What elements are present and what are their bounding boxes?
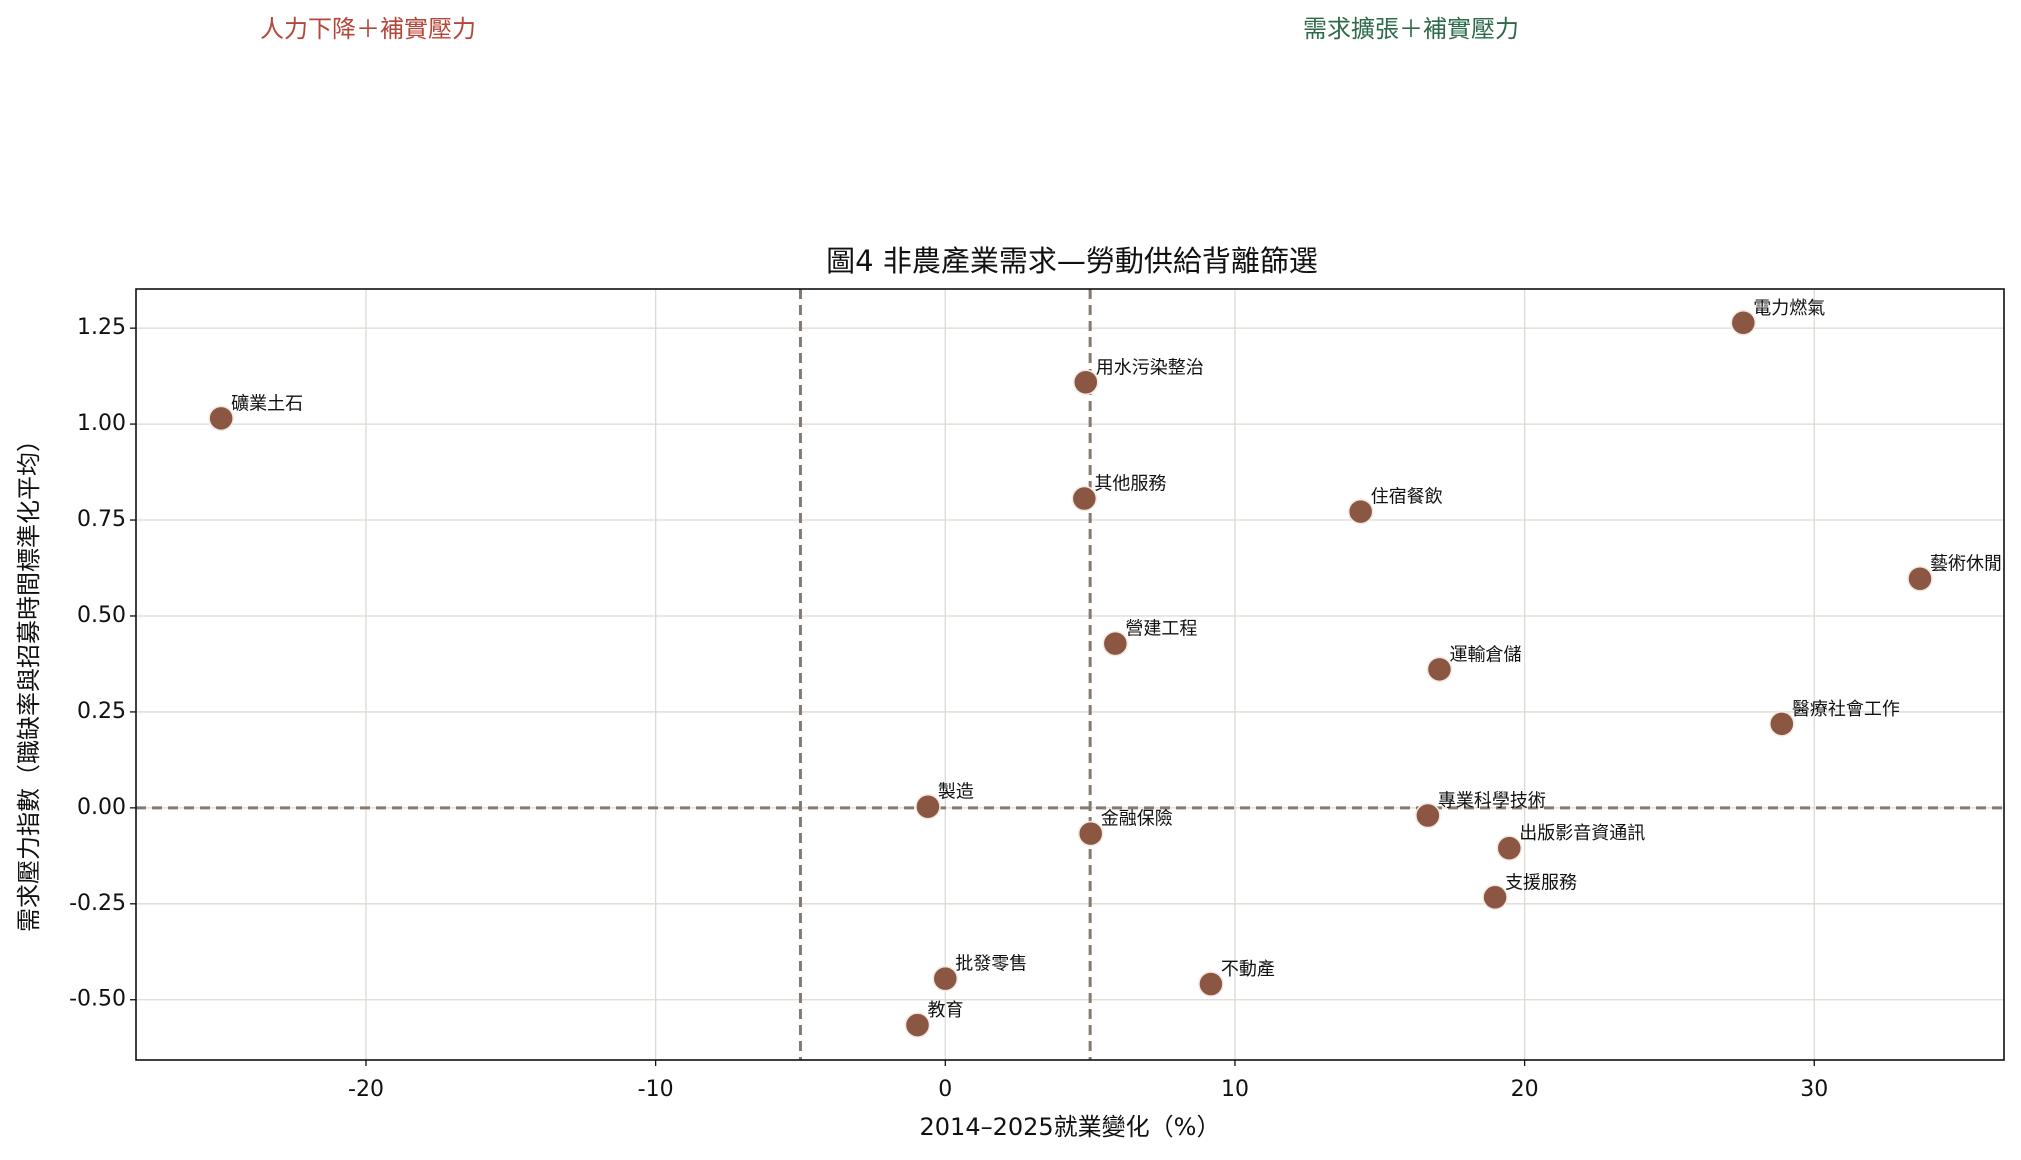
y-tick-label: 1.00: [77, 411, 126, 436]
point: [1077, 820, 1104, 847]
y-tick-label: 0.25: [77, 699, 126, 724]
point-label: 營建工程: [1125, 619, 1197, 640]
x-tick-label: 30: [1800, 1077, 1828, 1102]
point: [1482, 884, 1508, 911]
point: [1073, 369, 1099, 396]
point-label: 專業科學技術: [1438, 791, 1546, 812]
point: [904, 1012, 931, 1038]
point-label: 用水污染整治: [1096, 357, 1204, 378]
point: [1730, 310, 1757, 336]
point-label: 支援服務: [1505, 872, 1577, 893]
point-label: 醫療社會工作: [1792, 699, 1900, 720]
chart-title: 圖4 非農產業需求—勞動供給背離篩選: [826, 244, 1318, 278]
point-label: 電力燃氣: [1753, 298, 1825, 319]
point: [1907, 565, 1933, 592]
point: [932, 965, 959, 992]
point-label: 出版影音資通訊: [1519, 823, 1645, 844]
y-tick-label: -0.50: [69, 987, 126, 1012]
quadrant-annotation: 人力下降＋補實壓力: [260, 15, 476, 43]
point-label: 運輸倉儲: [1449, 644, 1521, 665]
y-tick-label: 0.00: [77, 795, 126, 820]
x-axis-label: 2014–2025就業變化（%）: [920, 1113, 1221, 1141]
point-label: 金融保險: [1101, 809, 1173, 830]
point: [1426, 656, 1453, 683]
x-tick-label: 10: [1221, 1077, 1249, 1102]
point: [915, 793, 941, 820]
y-tick-label: -0.25: [69, 891, 126, 916]
point-label: 礦業土石: [231, 393, 303, 414]
point-label: 製造: [938, 782, 974, 803]
point-label: 藝術休閒: [1930, 554, 2002, 575]
plot-frame: [135, 288, 2005, 1061]
x-tick-label: -10: [638, 1077, 674, 1102]
point-label: 教育: [927, 1000, 963, 1021]
point: [208, 405, 234, 432]
point: [1071, 485, 1098, 512]
y-tick-label: 0.75: [77, 507, 126, 532]
y-tick-label: 1.25: [77, 315, 126, 340]
point-label: 其他服務: [1094, 474, 1166, 495]
x-tick-label: 20: [1511, 1077, 1539, 1102]
point: [1102, 630, 1129, 657]
point: [1496, 835, 1523, 861]
point: [1198, 971, 1224, 997]
x-tick-label: 0: [938, 1077, 952, 1102]
y-tick-label: 0.50: [77, 603, 126, 628]
quadrant-annotation: 需求擴張＋補實壓力: [1303, 15, 1519, 43]
point: [1415, 802, 1441, 829]
y-axis-label: 需求壓力指數（職缺率與招募時間標準化平均）: [15, 428, 43, 932]
point-label: 不動產: [1221, 959, 1275, 980]
point-label: 批發零售: [955, 954, 1027, 975]
x-tick-label: -20: [348, 1077, 384, 1102]
point: [1347, 498, 1374, 525]
point: [1769, 711, 1795, 737]
point-label: 住宿餐飲: [1371, 487, 1443, 508]
